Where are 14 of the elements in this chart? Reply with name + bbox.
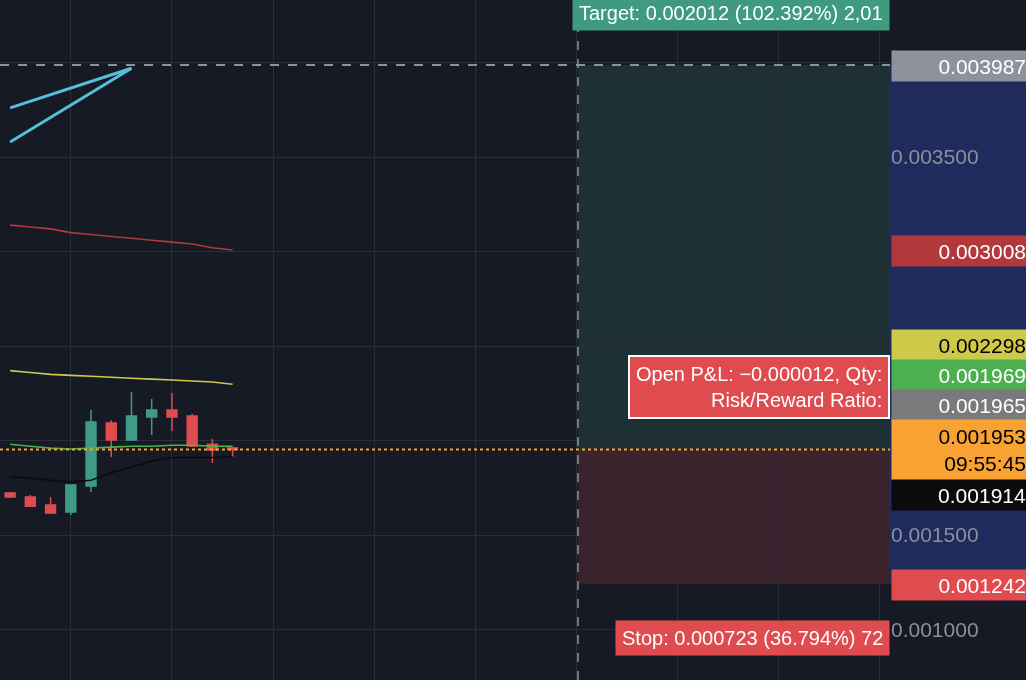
text: 0.001914	[938, 483, 1026, 507]
band-label: Stop: 0.000723 (36.794%) 72	[622, 627, 884, 649]
text: 0.001969	[938, 363, 1026, 387]
text: 0.001965	[938, 393, 1026, 417]
band-label: Target: 0.002012 (102.392%) 2,01	[579, 2, 883, 24]
ref-line-label: 0.003987	[938, 54, 1026, 78]
y-tick-label: 0.001000	[891, 617, 979, 641]
text: 0.001242	[938, 573, 1026, 597]
y-tick-label: 0.001500	[891, 523, 979, 547]
ref-line-label: 0.001953 09:55:45	[938, 424, 1026, 476]
annotation: Open P&L: −0.000012, Qty: Risk/Reward Ratio:	[636, 363, 883, 411]
text: 0.002298	[938, 333, 1026, 357]
text: 0.003008	[938, 239, 1026, 263]
y-tick-label: 0.003500	[891, 145, 979, 169]
